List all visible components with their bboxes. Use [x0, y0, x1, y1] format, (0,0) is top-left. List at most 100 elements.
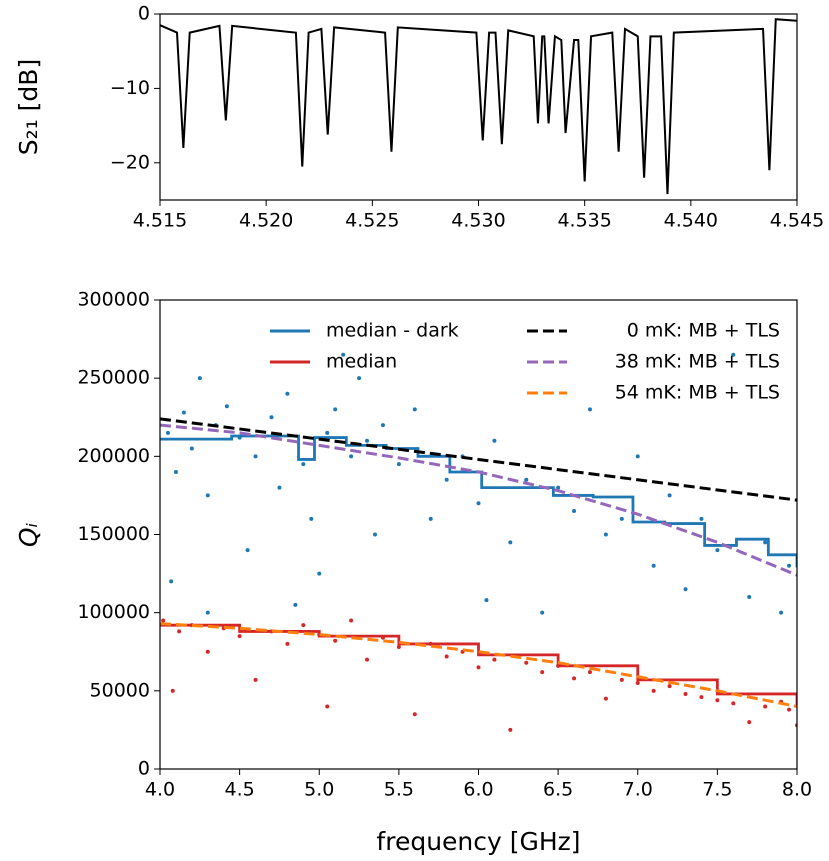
point: [237, 634, 242, 639]
point: [731, 701, 736, 706]
point: [285, 391, 290, 396]
point: [205, 610, 210, 615]
y-tick-label: 250000: [77, 367, 150, 389]
x-tick-label: 5.0: [304, 779, 334, 801]
point: [619, 516, 624, 521]
x-tick-label: 4.520: [239, 210, 293, 232]
point: [587, 670, 592, 675]
point: [508, 540, 513, 545]
point: [667, 493, 672, 498]
point: [165, 430, 170, 435]
point: [683, 587, 688, 592]
x-tick-label: 5.5: [384, 779, 414, 801]
point: [524, 660, 529, 665]
point: [763, 540, 768, 545]
point: [372, 532, 377, 537]
point: [253, 454, 258, 459]
point: [333, 638, 338, 643]
point: [508, 727, 513, 732]
point: [325, 704, 330, 709]
x-axis-label: frequency [GHz]: [376, 827, 580, 856]
point: [380, 423, 385, 428]
point: [476, 665, 481, 670]
y-tick-label: 300000: [77, 289, 150, 311]
point: [269, 415, 274, 420]
x-tick-label: 6.5: [543, 779, 573, 801]
point: [476, 501, 481, 506]
line: [160, 622, 797, 708]
point: [715, 698, 720, 703]
point: [357, 376, 362, 381]
point: [787, 563, 792, 568]
point: [349, 454, 354, 459]
y-tick-label: 0: [138, 3, 150, 25]
x-tick-label: 4.535: [557, 210, 611, 232]
point: [365, 657, 370, 662]
point: [412, 407, 417, 412]
legend-label: 0 mK: MB + TLS: [627, 320, 780, 342]
point: [667, 684, 672, 689]
point: [245, 548, 250, 553]
point: [540, 610, 545, 615]
x-tick-label: 4.5: [225, 779, 255, 801]
line: [160, 18, 797, 195]
point: [285, 641, 290, 646]
point: [635, 454, 640, 459]
point: [747, 720, 752, 725]
point: [603, 532, 608, 537]
point: [587, 407, 592, 412]
y-axis-label: S₂₁ [dB]: [14, 59, 43, 155]
point: [197, 376, 202, 381]
point: [205, 493, 210, 498]
point: [396, 462, 401, 467]
point: [396, 645, 401, 650]
point: [524, 477, 529, 482]
point: [731, 352, 736, 357]
point: [177, 629, 182, 634]
y-axis-label: Qᵢ: [14, 523, 43, 547]
point: [317, 571, 322, 576]
point: [412, 712, 417, 717]
x-tick-label: 7.5: [702, 779, 732, 801]
y-tick-label: 50000: [90, 679, 150, 701]
point: [763, 704, 768, 709]
point: [635, 681, 640, 686]
x-tick-label: 4.525: [345, 210, 399, 232]
point: [224, 404, 229, 409]
legend-label: 38 mK: MB + TLS: [615, 351, 780, 373]
point: [170, 688, 175, 693]
y-tick-label: −10: [110, 77, 150, 99]
point: [205, 649, 210, 654]
axes-frame: [159, 13, 798, 201]
point: [253, 677, 258, 682]
x-tick-label: 6.0: [463, 779, 493, 801]
x-tick-label: 7.0: [623, 779, 653, 801]
point: [683, 691, 688, 696]
legend-label: median - dark: [326, 320, 459, 342]
point: [715, 548, 720, 553]
point: [603, 696, 608, 701]
point: [444, 477, 449, 482]
point: [651, 688, 656, 693]
point: [572, 509, 577, 514]
line: [160, 423, 797, 577]
point: [181, 410, 186, 415]
x-tick-label: 4.530: [451, 210, 505, 232]
point: [651, 563, 656, 568]
point: [161, 618, 166, 623]
point: [309, 516, 314, 521]
point: [341, 352, 346, 357]
x-tick-label: 8.0: [782, 779, 812, 801]
point: [189, 446, 194, 451]
y-tick-label: 0: [138, 758, 150, 780]
point: [333, 407, 338, 412]
line: [160, 417, 797, 502]
point: [492, 657, 497, 662]
point: [169, 579, 174, 584]
x-tick-label: 4.545: [770, 210, 824, 232]
point: [787, 707, 792, 712]
point: [699, 695, 704, 700]
x-tick-label: 4.0: [145, 779, 175, 801]
y-tick-label: −20: [110, 151, 150, 173]
